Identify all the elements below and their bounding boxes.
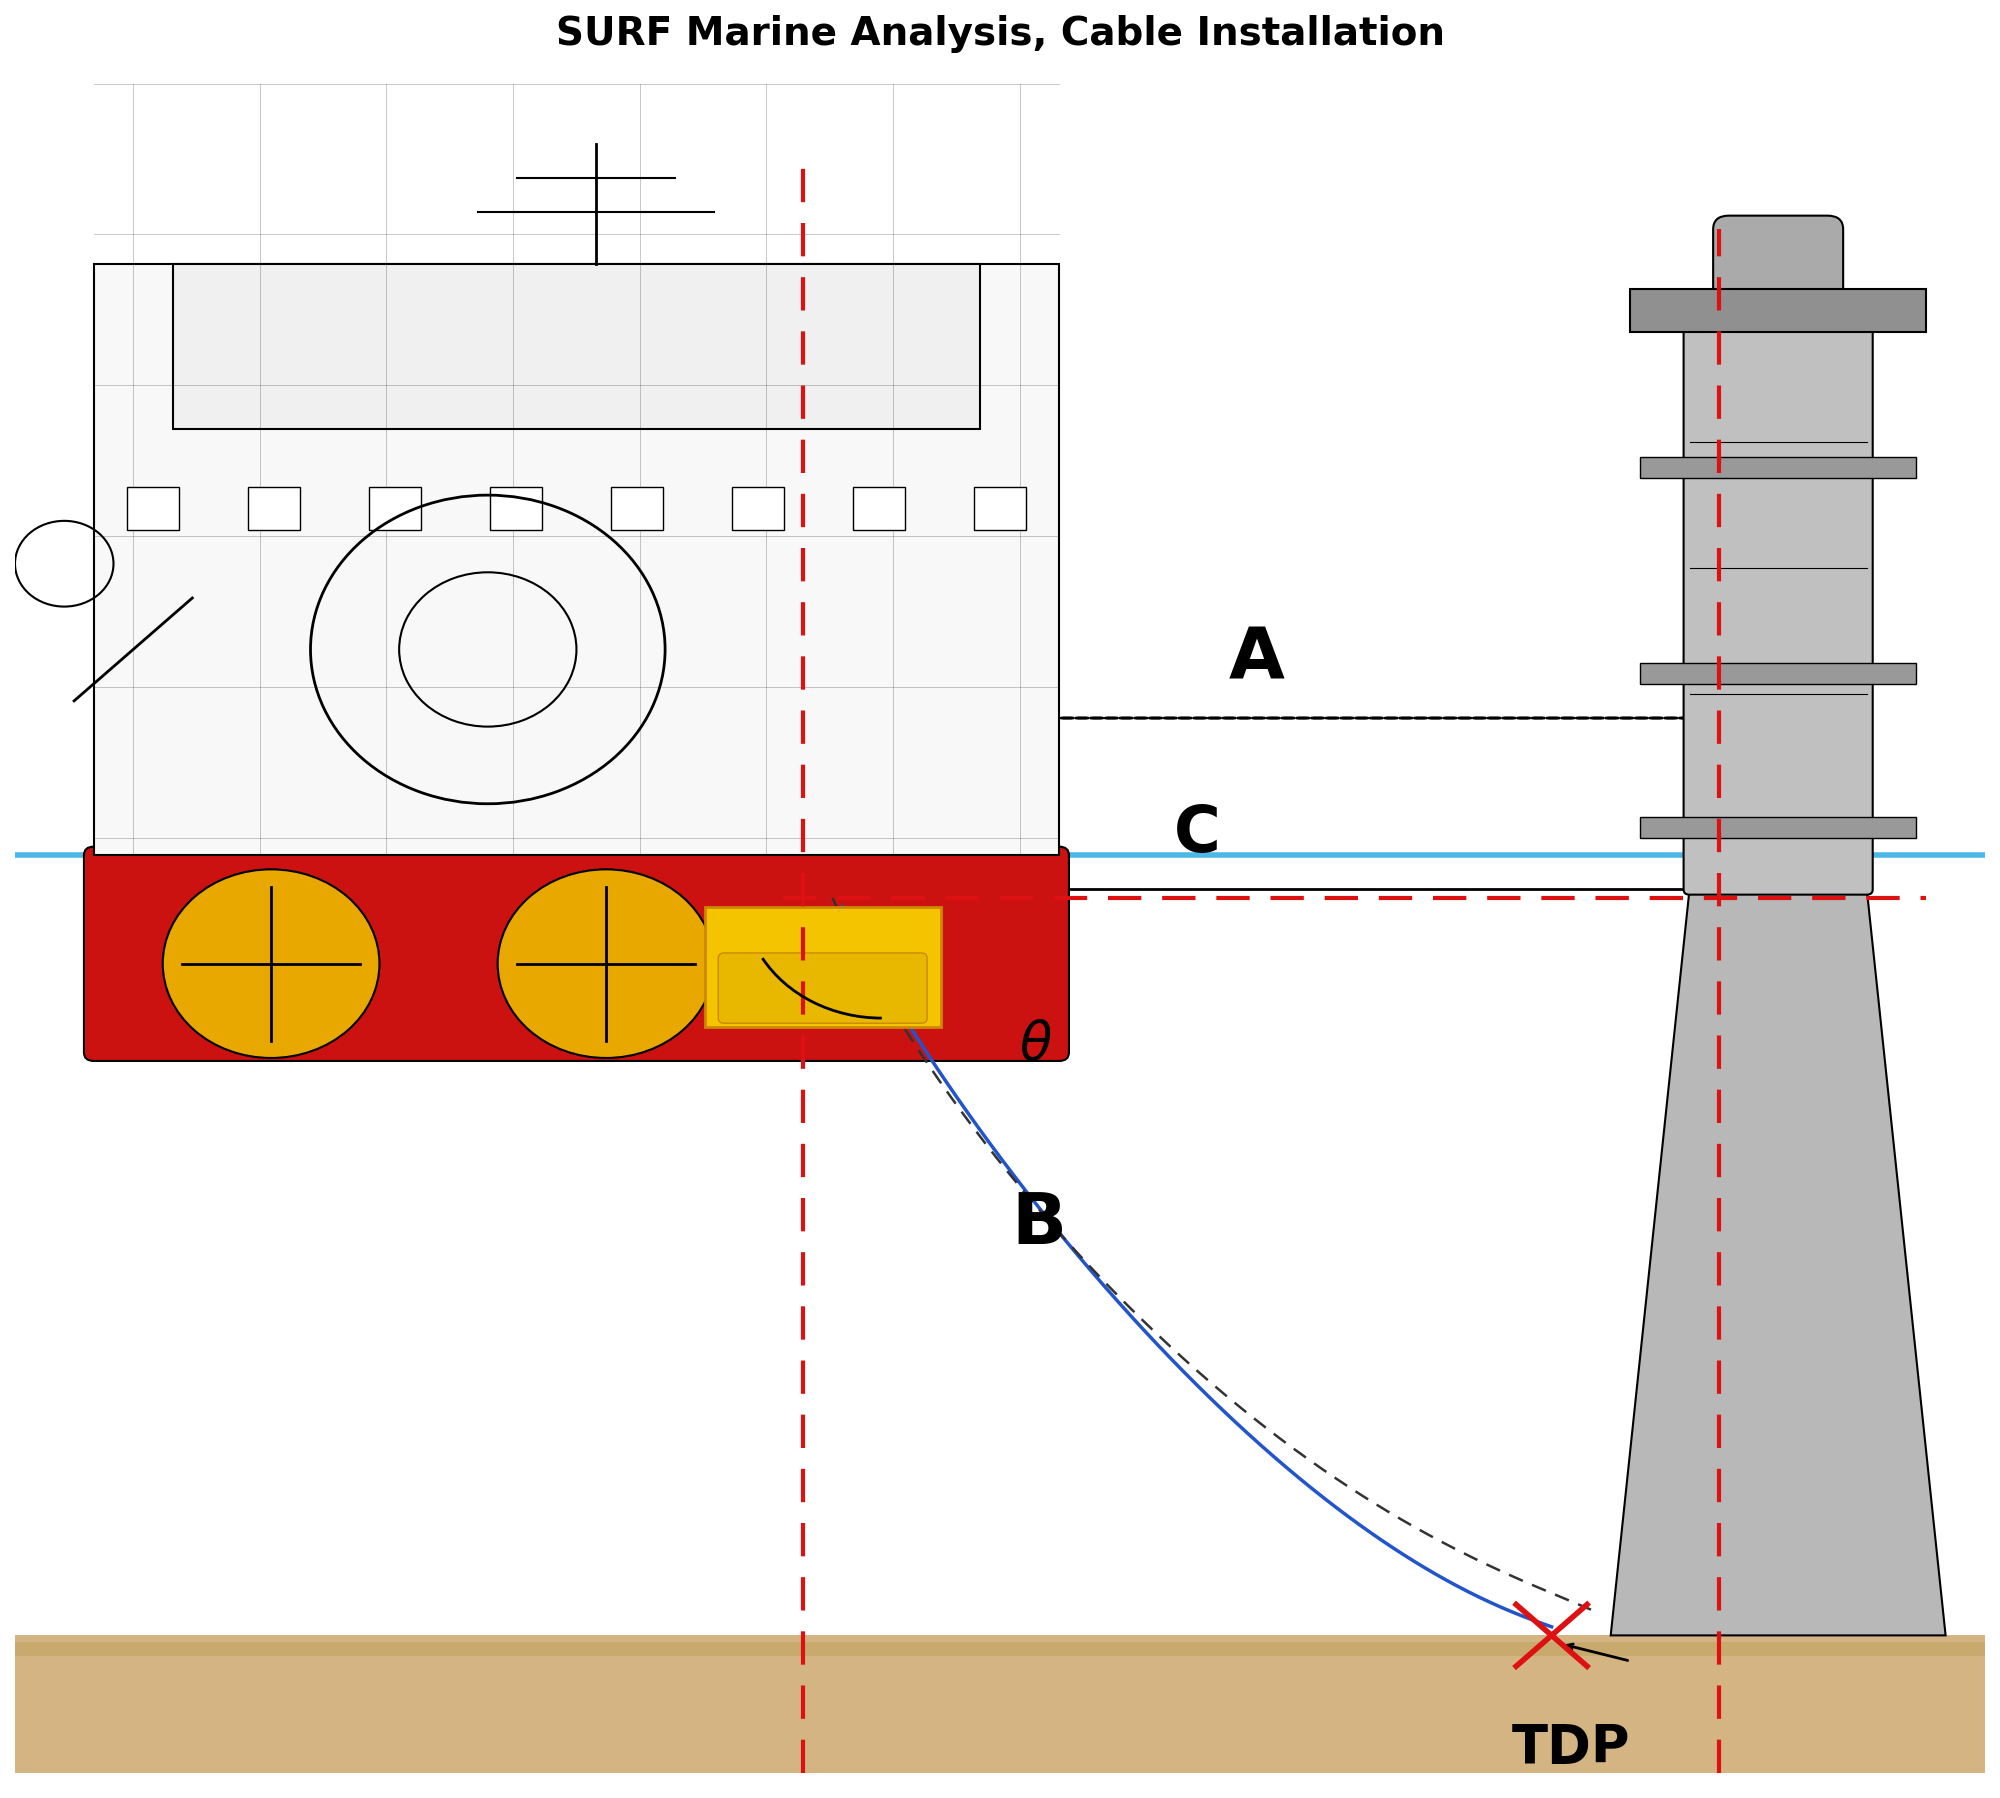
- FancyBboxPatch shape: [718, 953, 928, 1023]
- Bar: [16, 1642, 1984, 1656]
- Text: θ: θ: [1020, 1018, 1052, 1070]
- Bar: [16, 1636, 1984, 1773]
- Bar: [94, 264, 1060, 856]
- Bar: [1630, 289, 1926, 333]
- Text: C: C: [1174, 802, 1220, 865]
- FancyBboxPatch shape: [1714, 216, 1844, 313]
- Bar: [704, 908, 940, 1027]
- Bar: [172, 264, 980, 430]
- Bar: [490, 487, 542, 530]
- Bar: [854, 487, 904, 530]
- FancyBboxPatch shape: [1684, 293, 1872, 895]
- Title: SURF Marine Analysis, Cable Installation: SURF Marine Analysis, Cable Installation: [556, 14, 1444, 52]
- Bar: [1640, 818, 1916, 838]
- FancyBboxPatch shape: [84, 847, 1068, 1061]
- Bar: [128, 487, 178, 530]
- Text: A: A: [1228, 624, 1284, 692]
- Bar: [370, 487, 420, 530]
- Bar: [1640, 663, 1916, 685]
- Text: TDP: TDP: [1512, 1721, 1630, 1773]
- Bar: [974, 487, 1026, 530]
- Text: B: B: [1012, 1190, 1066, 1259]
- Circle shape: [162, 870, 380, 1059]
- Polygon shape: [1610, 890, 1946, 1636]
- Bar: [1640, 458, 1916, 478]
- Bar: [612, 487, 662, 530]
- Bar: [248, 487, 300, 530]
- Bar: [732, 487, 784, 530]
- Circle shape: [498, 870, 714, 1059]
